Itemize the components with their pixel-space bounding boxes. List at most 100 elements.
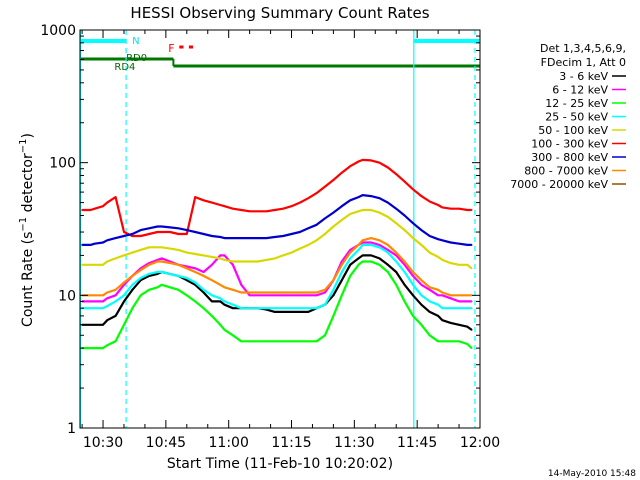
series-1-point-31 (324, 291, 326, 294)
series-4-point-5 (114, 257, 117, 260)
series-3-point-11 (160, 271, 163, 273)
series-3-point-10 (156, 271, 159, 273)
series-2-point-36 (361, 260, 364, 263)
series-5-point-36 (361, 159, 364, 161)
series-0-point-47 (449, 322, 452, 324)
series-2-point-42 (412, 315, 414, 317)
series-5-point-39 (387, 166, 389, 169)
annotation-n: N (132, 36, 139, 47)
series-7-point-49 (466, 294, 469, 297)
series-2-point-34 (349, 275, 352, 277)
series-1-point-15 (194, 267, 197, 270)
series-2-point-20 (232, 334, 234, 337)
series-5-point-14 (185, 233, 188, 235)
series-6-point-46 (441, 239, 444, 242)
y-axis-label: Count Rate (s−1 detector−1) (18, 133, 36, 327)
series-3-point-20 (232, 303, 234, 306)
series-4-point-2 (93, 263, 96, 266)
series-1-point-26 (282, 294, 284, 297)
y-axis-label-part-1: Count Rate (s (20, 232, 36, 327)
series-5-point-21 (240, 209, 243, 211)
series-5-point-17 (211, 201, 213, 204)
series-0-point-27 (290, 311, 293, 313)
series-0-point-5 (114, 315, 117, 317)
y-tick-label-1: 10 (58, 288, 76, 304)
series-3-point-15 (194, 281, 197, 284)
series-3-point-29 (307, 307, 310, 310)
series-7-point-5 (114, 288, 117, 291)
series-7-point-40 (395, 251, 398, 254)
series-0-point-29 (307, 311, 310, 313)
series-3-point-22 (248, 307, 251, 310)
series-4-point-19 (223, 259, 226, 261)
series-2-point-7 (131, 307, 134, 310)
series-3-point-14 (185, 277, 188, 279)
y-axis-label-part-2: detector (20, 153, 36, 217)
legend-label-6: 300 - 800 keV (531, 151, 608, 164)
series-3-point-26 (282, 307, 284, 310)
series-3-point-41 (403, 271, 406, 273)
series-6-point-26 (282, 235, 284, 237)
series-3-point-44 (428, 300, 431, 303)
series-1-point-20 (232, 263, 234, 266)
series-7-point-41 (403, 260, 406, 263)
series-0-point-42 (412, 294, 414, 297)
series-7-point-42 (412, 271, 414, 273)
series-3-point-13 (177, 275, 180, 277)
series-1-point-6 (123, 283, 125, 286)
x-tick-label-6: 12:00 (460, 435, 500, 451)
series-1-point-29 (307, 294, 310, 297)
series-5-point-19 (223, 205, 226, 208)
series-2-point-43 (420, 323, 423, 326)
series-3-point-5 (114, 300, 117, 303)
series-5-point-32 (332, 179, 335, 181)
series-4-point-1 (89, 263, 92, 266)
series-4-point-21 (240, 260, 243, 263)
series-1-point-24 (265, 294, 268, 297)
series-7-point-16 (202, 275, 205, 277)
x-tick-label-5: 11:45 (397, 435, 437, 451)
y-tick-label-3: 1000 (40, 23, 76, 39)
series-5-point-30 (315, 192, 318, 195)
series-1-point-30 (315, 294, 318, 297)
series-5-point-4 (106, 201, 109, 204)
series-6-point-12 (169, 226, 172, 229)
series-2-point-27 (290, 340, 293, 343)
series-5-point-49 (466, 209, 469, 211)
series-0-point-39 (387, 263, 389, 266)
series-7-point-23 (257, 291, 259, 294)
series-5-point-8 (139, 235, 142, 237)
series-2-point-46 (441, 340, 444, 343)
series-3-point-40 (395, 260, 398, 263)
series-1-point-40 (395, 254, 398, 257)
series-7-point-11 (160, 260, 163, 263)
series-0-point-3 (102, 323, 104, 326)
series-2-point-29 (307, 340, 310, 343)
series-3-point-36 (361, 244, 364, 246)
series-5-point-12 (169, 231, 172, 233)
series-5-point-43 (420, 195, 423, 198)
series-6-point-17 (211, 235, 213, 237)
series-4-point-33 (340, 219, 343, 221)
series-4-point-41 (403, 229, 406, 232)
series-0-point-43 (420, 303, 423, 306)
series-6-point-34 (349, 199, 352, 202)
series-0-point-41 (403, 283, 406, 286)
series-6-point-3 (102, 241, 104, 244)
series-2-point-12 (169, 286, 172, 289)
series-0-point-44 (428, 311, 431, 313)
series-5-point-46 (441, 206, 444, 209)
flag-bars (80, 39, 480, 68)
series-5-point-6 (123, 231, 125, 233)
series-2-point-4 (106, 344, 109, 347)
series-1-point-3 (102, 300, 104, 303)
series-7-point-10 (156, 260, 159, 263)
series-7-point-6 (123, 281, 125, 284)
series-1-point-41 (403, 263, 406, 266)
legend-label-2: 12 - 25 keV (545, 97, 608, 110)
series-6-point-2 (93, 242, 96, 245)
series-6-point-45 (437, 238, 439, 241)
series-4-point-48 (458, 263, 460, 266)
series-3-point-2 (93, 307, 96, 310)
series-5-point-22 (248, 210, 251, 213)
